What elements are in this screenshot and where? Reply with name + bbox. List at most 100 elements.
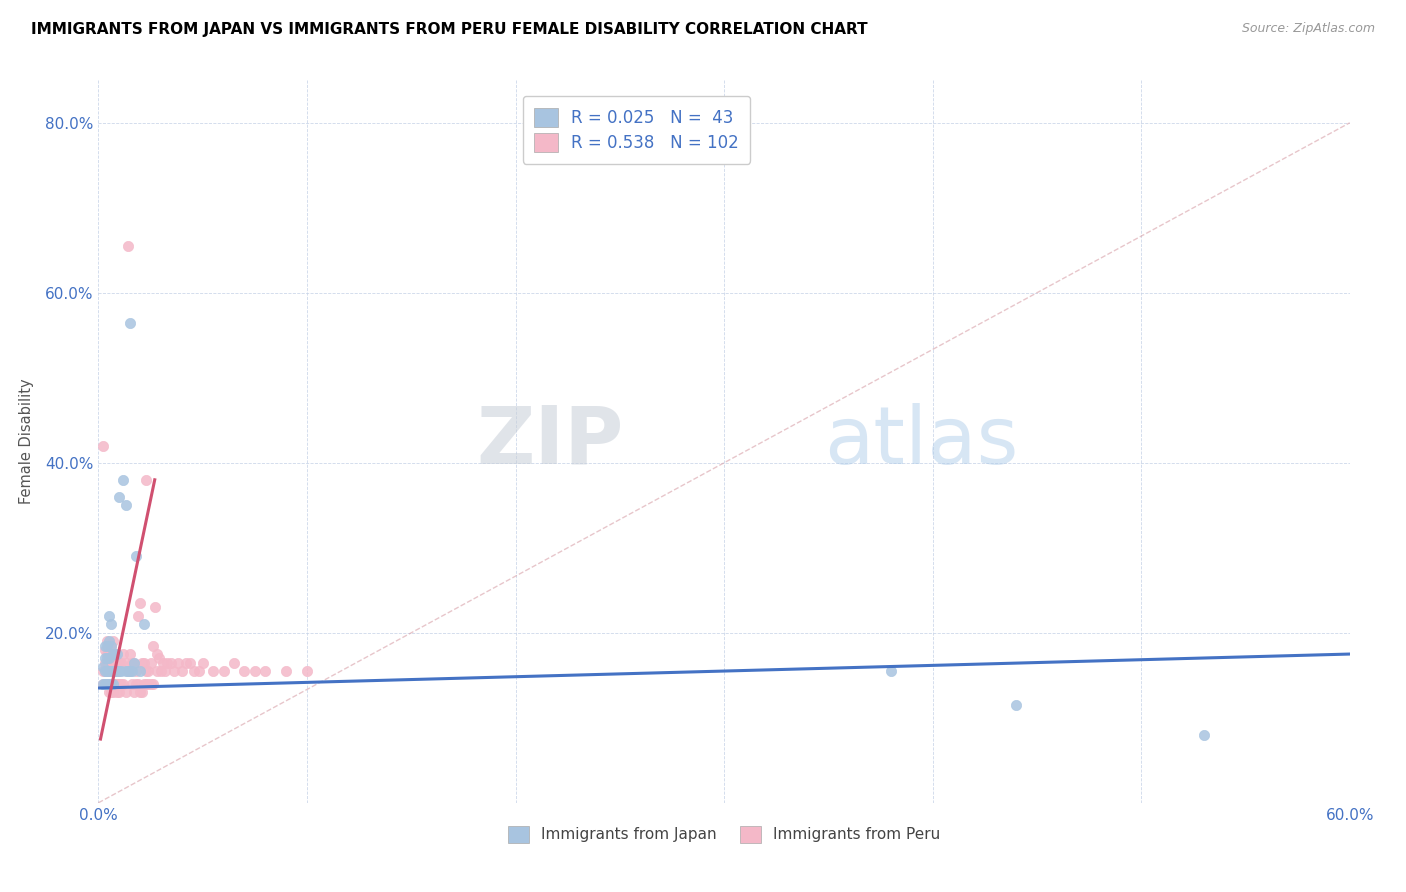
Point	[100, 677, 122, 691]
Point	[100, 656, 122, 670]
Point	[108, 490, 131, 504]
Legend: Immigrants from Japan, Immigrants from Peru: Immigrants from Japan, Immigrants from P…	[502, 820, 946, 849]
Point	[93, 642, 115, 657]
Point	[93, 651, 115, 665]
Point	[1192, 728, 1215, 742]
Point	[104, 647, 127, 661]
Point	[110, 656, 132, 670]
Point	[127, 677, 149, 691]
Point	[146, 647, 169, 661]
Point	[233, 664, 256, 678]
Point	[100, 639, 122, 653]
Point	[150, 664, 173, 678]
Point	[125, 549, 148, 564]
Point	[142, 639, 165, 653]
Point	[118, 664, 141, 678]
Point	[139, 677, 162, 691]
Point	[101, 656, 124, 670]
Point	[101, 685, 124, 699]
Point	[93, 664, 115, 678]
Point	[129, 596, 152, 610]
Point	[222, 656, 245, 670]
Point	[97, 664, 120, 678]
Point	[91, 677, 114, 691]
Point	[183, 664, 205, 678]
Point	[295, 664, 318, 678]
Point	[100, 664, 122, 678]
Point	[138, 677, 160, 691]
Point	[129, 685, 152, 699]
Point	[148, 651, 170, 665]
Point	[108, 677, 131, 691]
Point	[91, 439, 114, 453]
Point	[121, 677, 143, 691]
Point	[105, 677, 128, 691]
Point	[114, 656, 136, 670]
Point	[122, 656, 145, 670]
Point	[118, 664, 141, 678]
Point	[96, 651, 118, 665]
Point	[129, 664, 152, 678]
Point	[96, 639, 118, 653]
Text: atlas: atlas	[824, 402, 1018, 481]
Point	[118, 647, 141, 661]
Point	[91, 660, 114, 674]
Point	[93, 677, 115, 691]
Point	[93, 664, 115, 678]
Point	[153, 664, 176, 678]
Text: IMMIGRANTS FROM JAPAN VS IMMIGRANTS FROM PERU FEMALE DISABILITY CORRELATION CHAR: IMMIGRANTS FROM JAPAN VS IMMIGRANTS FROM…	[31, 22, 868, 37]
Point	[100, 677, 122, 691]
Point	[160, 656, 183, 670]
Point	[108, 685, 131, 699]
Point	[117, 239, 139, 253]
Point	[105, 664, 128, 678]
Point	[191, 656, 214, 670]
Point	[125, 664, 148, 678]
Point	[105, 685, 128, 699]
Point	[880, 664, 903, 678]
Point	[97, 656, 120, 670]
Point	[105, 656, 128, 670]
Point	[202, 664, 225, 678]
Point	[91, 677, 114, 691]
Point	[97, 639, 120, 653]
Point	[134, 677, 156, 691]
Point	[117, 664, 139, 678]
Point	[254, 664, 277, 678]
Point	[114, 664, 136, 678]
Point	[112, 677, 135, 691]
Y-axis label: Female Disability: Female Disability	[18, 379, 34, 504]
Point	[100, 647, 122, 661]
Point	[108, 656, 131, 670]
Text: Source: ZipAtlas.com: Source: ZipAtlas.com	[1241, 22, 1375, 36]
Point	[112, 473, 135, 487]
Point	[170, 664, 193, 678]
Point	[96, 647, 118, 661]
Point	[143, 600, 166, 615]
Point	[134, 617, 156, 632]
Point	[93, 639, 115, 653]
Point	[212, 664, 235, 678]
Point	[97, 677, 120, 691]
Point	[162, 664, 184, 678]
Point	[96, 664, 118, 678]
Point	[100, 685, 122, 699]
Point	[100, 617, 122, 632]
Point	[122, 685, 145, 699]
Point	[100, 664, 122, 678]
Point	[152, 656, 174, 670]
Point	[179, 656, 201, 670]
Point	[104, 664, 127, 678]
Point	[101, 677, 124, 691]
Point	[114, 685, 136, 699]
Point	[112, 647, 135, 661]
Point	[97, 651, 120, 665]
Point	[91, 664, 114, 678]
Point	[93, 677, 115, 691]
Point	[96, 656, 118, 670]
Point	[146, 664, 169, 678]
Point	[114, 498, 136, 512]
Point	[117, 664, 139, 678]
Point	[135, 677, 157, 691]
Point	[174, 656, 197, 670]
